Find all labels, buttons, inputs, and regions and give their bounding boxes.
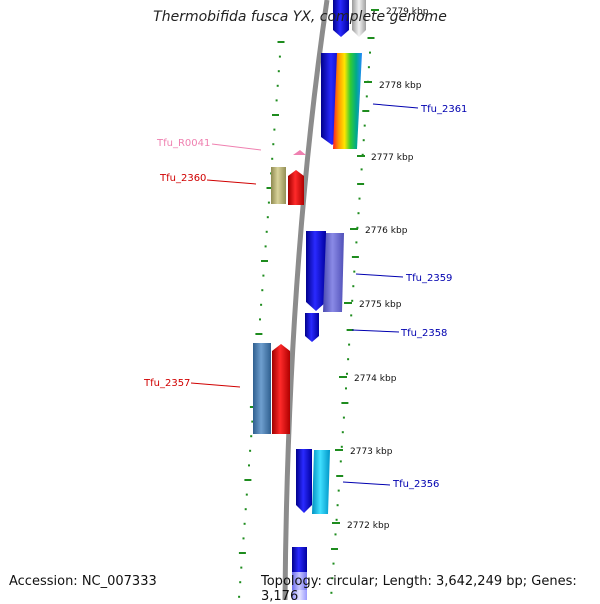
- ruler-label: 2777 kbp: [371, 153, 414, 163]
- label-line-tfu-2357: [190, 382, 241, 388]
- gene-arrow-tfu-2356-b[interactable]: [312, 450, 330, 514]
- gene-arrow-tfu-2359-b[interactable]: [323, 233, 344, 312]
- gene-arrow-top-blue[interactable]: [333, 0, 349, 37]
- ruler-label: 2772 kbp: [347, 521, 390, 531]
- genome-title: Thermobifida fusca YX, complete genome: [153, 9, 447, 25]
- genome-backbone: [282, 0, 330, 600]
- feature-khaki-block[interactable]: [271, 167, 286, 204]
- feature-multicolor-block[interactable]: [333, 53, 362, 149]
- label-line-tfu-2359: [355, 273, 404, 278]
- gene-label-tfu-2360[interactable]: Tfu_2360: [159, 173, 206, 184]
- gene-arrow-top-grey[interactable]: [352, 0, 366, 37]
- feature-steel-block[interactable]: [253, 343, 271, 434]
- accession-text: Accession: NC_007333: [9, 574, 157, 589]
- ruler-label: 2775 kbp: [359, 300, 402, 310]
- label-line-tfu-2356: [342, 481, 391, 486]
- label-line-tfu-2358: [351, 329, 400, 333]
- left-track-guide: [238, 41, 285, 598]
- ruler-label: 2773 kbp: [350, 447, 393, 457]
- gene-arrow-tfu-2360[interactable]: [288, 170, 304, 205]
- label-line-tfu-2361: [372, 103, 419, 109]
- gene-label-tfu-2358[interactable]: Tfu_2358: [400, 328, 447, 339]
- ruler-label: 2776 kbp: [365, 226, 408, 236]
- gene-label-tfu-r0041[interactable]: Tfu_R0041: [156, 138, 210, 149]
- ruler-ticks: [332, 9, 379, 524]
- gene-arrow-bottom-partial-light[interactable]: [292, 572, 307, 600]
- label-line-tfu-r0041: [211, 143, 262, 151]
- label-line-tfu-2360: [206, 179, 257, 185]
- gene-label-tfu-2356[interactable]: Tfu_2356: [392, 479, 439, 490]
- gene-label-tfu-2359[interactable]: Tfu_2359: [405, 273, 452, 284]
- gene-arrow-tfu-2356-a[interactable]: [296, 449, 312, 513]
- rna-feature-tfu-r0041[interactable]: [293, 150, 306, 155]
- right-track-guide: [330, 37, 375, 594]
- ruler-label: 2779 kbp: [386, 7, 429, 17]
- gene-label-tfu-2357[interactable]: Tfu_2357: [143, 378, 190, 389]
- gene-label-tfu-2361[interactable]: Tfu_2361: [420, 104, 467, 115]
- ruler-label: 2774 kbp: [354, 374, 397, 384]
- gene-arrow-tfu-2358[interactable]: [305, 313, 319, 342]
- gene-arrow-tfu-2359-a[interactable]: [306, 231, 326, 311]
- gene-arrow-tfu-2357[interactable]: [272, 344, 290, 434]
- ruler-label: 2778 kbp: [379, 81, 422, 91]
